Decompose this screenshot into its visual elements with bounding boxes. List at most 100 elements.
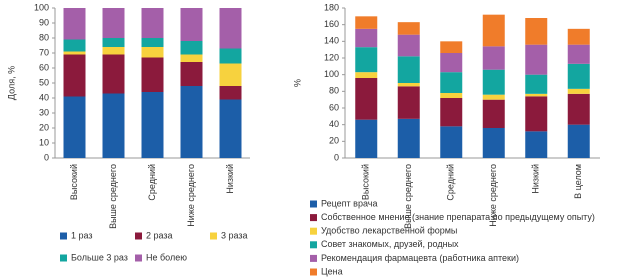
y-tick-label: 100 — [324, 69, 339, 79]
bar-segment — [102, 38, 125, 47]
bar-segment — [397, 56, 420, 83]
bar-segment — [141, 38, 164, 47]
y-tick-label: 10 — [39, 137, 49, 147]
bar-segment — [180, 62, 203, 86]
legend-label: Собственное мнение (знание препарата по … — [321, 212, 595, 222]
bar-segment — [525, 74, 548, 94]
y-tick-label: 100 — [34, 2, 49, 12]
x-tick-label: Ниже среднего — [186, 164, 196, 227]
bar-segment — [219, 8, 242, 49]
bar-segment — [219, 99, 242, 158]
bar-segment — [525, 18, 548, 45]
bar-segment — [180, 41, 203, 55]
legend-swatch — [310, 254, 317, 262]
bar-segment — [219, 86, 242, 100]
x-tick-label: Средний — [147, 164, 157, 201]
bar-segment — [482, 99, 505, 128]
bar-segment — [482, 94, 505, 100]
bar-segment — [567, 88, 590, 94]
y-tick-label: 0 — [334, 152, 339, 162]
legend-swatch — [135, 232, 142, 240]
y-tick-label: 40 — [39, 92, 49, 102]
bar-segment — [63, 51, 86, 55]
bar-segment — [219, 63, 242, 86]
bar-segment — [141, 92, 164, 158]
x-tick-label: В целом — [573, 164, 583, 199]
bar-segment — [567, 28, 590, 45]
bar-segment — [102, 54, 125, 94]
y-tick-label: 140 — [324, 36, 339, 46]
y-axis-label: Доля, % — [6, 66, 16, 100]
y-tick-label: 60 — [329, 102, 339, 112]
x-tick-label: Высокий — [361, 164, 371, 200]
legend-label: Цена — [321, 266, 343, 276]
legend-label: Совет знакомых, друзей, родных — [321, 239, 459, 249]
x-tick-label: Высокий — [69, 164, 79, 200]
x-tick-label: Ниже среднего — [488, 164, 498, 227]
bar-segment — [567, 93, 590, 125]
legend-swatch — [60, 232, 67, 240]
bar-segment — [355, 28, 378, 48]
bar-segment — [355, 47, 378, 73]
bar-segment — [440, 93, 463, 98]
bar-segment — [482, 46, 505, 70]
bar-segment — [63, 39, 86, 52]
bar-segment — [397, 118, 420, 158]
bar-segment — [141, 57, 164, 92]
bar-segment — [219, 48, 242, 64]
y-tick-label: 40 — [329, 119, 339, 129]
bar-segment — [180, 54, 203, 62]
y-tick-label: 60 — [39, 62, 49, 72]
bar-segment — [63, 8, 86, 40]
bar-segment — [102, 47, 125, 55]
legend-label: Рекомендация фармацевта (работника аптек… — [321, 253, 519, 263]
bar-segment — [440, 41, 463, 53]
bar-segment — [567, 124, 590, 158]
bar-segment — [482, 69, 505, 95]
y-tick-label: 30 — [39, 107, 49, 117]
x-tick-label: Низкий — [225, 164, 235, 194]
bar-segment — [525, 93, 548, 97]
legend-label: 3 раза — [221, 230, 248, 240]
y-tick-label: 50 — [39, 77, 49, 87]
bar-segment — [355, 119, 378, 158]
bar-segment — [102, 8, 125, 38]
bar-segment — [567, 63, 590, 89]
legend-swatch — [310, 227, 317, 235]
bar-segment — [525, 131, 548, 158]
legend-label: 1 раз — [71, 230, 93, 240]
bar-segment — [440, 98, 463, 127]
bar-segment — [440, 126, 463, 158]
legend-label: Больше 3 раз — [71, 252, 128, 262]
legend-swatch — [135, 254, 142, 262]
bar-segment — [355, 78, 378, 120]
x-tick-label: Средний — [446, 164, 456, 201]
bar-segment — [397, 83, 420, 87]
bar-segment — [63, 54, 86, 97]
legend-label: Рецепт врача — [321, 198, 377, 208]
bar-segment — [440, 53, 463, 73]
bar-segment — [525, 96, 548, 132]
bar-segment — [440, 72, 463, 93]
bar-segment — [141, 47, 164, 58]
bar-segment — [397, 86, 420, 119]
y-axis-label: % — [292, 79, 302, 87]
bar-segment — [180, 86, 203, 158]
bar-segment — [180, 8, 203, 41]
y-tick-label: 180 — [324, 2, 339, 12]
legend-label: Удобство лекарственной формы — [321, 226, 457, 236]
bar-segment — [63, 96, 86, 158]
bar-segment — [355, 72, 378, 78]
legend-label: Не болею — [146, 252, 187, 262]
y-tick-label: 120 — [324, 52, 339, 62]
y-tick-label: 20 — [329, 136, 339, 146]
y-tick-label: 0 — [44, 152, 49, 162]
legend-label: 2 раза — [146, 230, 173, 240]
y-tick-label: 70 — [39, 47, 49, 57]
legend-swatch — [310, 200, 317, 208]
bar-segment — [482, 128, 505, 158]
legend-swatch — [310, 214, 317, 222]
legend-swatch — [210, 232, 217, 240]
legend-swatch — [310, 268, 317, 276]
bar-segment — [567, 44, 590, 64]
